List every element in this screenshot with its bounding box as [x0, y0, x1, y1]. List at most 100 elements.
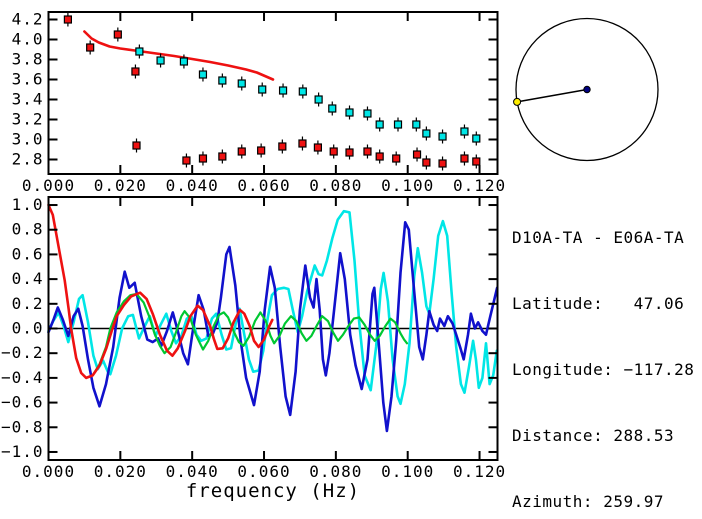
x-tick-label: 0.020	[94, 462, 147, 481]
group-velocity-point[interactable]	[422, 158, 431, 167]
phase-velocity-point[interactable]	[375, 120, 384, 129]
group-velocity-point[interactable]	[218, 152, 227, 161]
plot-frame	[47, 11, 499, 175]
distance-row: Distance: 288.53	[512, 426, 675, 445]
latitude-row: Latitude: 47.06	[512, 294, 685, 313]
group-velocity-point[interactable]	[375, 152, 384, 161]
y-tick-label: −1.0	[1, 442, 44, 461]
y-tick-label: −0.4	[1, 368, 44, 387]
group-velocity-point[interactable]	[257, 146, 266, 155]
phase-velocity-point[interactable]	[422, 129, 431, 138]
dispersion-plot: 0.000 0.020 0.040 0.060 0.080 0.100 0.1202.83.…	[12, 10, 506, 196]
phase-velocity-point[interactable]	[438, 132, 447, 141]
y-tick-label: 3.4	[12, 90, 44, 109]
azimuth-diagram	[513, 17, 659, 162]
group-velocity-point[interactable]	[392, 154, 401, 163]
y-tick-label: 3.6	[12, 70, 44, 89]
y-tick-label: −0.2	[1, 343, 44, 362]
x-tick-label: 0.100	[381, 176, 434, 195]
phase-velocity-point[interactable]	[156, 56, 165, 65]
stack-spectrum-cyan	[47, 209, 499, 406]
x-tick-label: 0.120	[453, 176, 506, 195]
y-tick-label: 0.4	[12, 269, 44, 288]
x-tick-label: 0.040	[166, 462, 219, 481]
group-velocity-points[interactable]	[63, 12, 481, 171]
reference-dispersion-curve	[83, 30, 275, 81]
y-tick-label: 3.0	[12, 130, 44, 149]
y-tick-label: 4.2	[12, 10, 44, 29]
x-tick-label: 0.040	[166, 176, 219, 195]
group-velocity-point[interactable]	[131, 67, 140, 76]
group-velocity-point[interactable]	[86, 43, 95, 52]
x-tick-label: 0.080	[309, 462, 362, 481]
x-axis-title: frequency (Hz)	[186, 480, 360, 502]
y-tick-label: 3.2	[12, 110, 44, 129]
x-tick-label: 0.000	[22, 462, 75, 481]
y-tick-label: 0.2	[12, 294, 44, 313]
phase-velocity-point[interactable]	[298, 87, 307, 96]
group-velocity-point[interactable]	[460, 154, 469, 163]
azimuth-row: Azimuth: 259.97	[512, 492, 664, 511]
station-pair-label: D10A-TA - E06A-TA	[512, 228, 685, 247]
x-tick-label: 0.000	[22, 176, 75, 195]
group-velocity-point[interactable]	[313, 143, 322, 152]
phase-velocity-point[interactable]	[218, 76, 227, 85]
phase-velocity-point[interactable]	[328, 104, 337, 113]
phase-velocity-point[interactable]	[393, 120, 403, 129]
y-tick-label: 2.8	[12, 150, 44, 169]
phase-velocity-point[interactable]	[237, 79, 246, 88]
remote-station-dot	[513, 97, 522, 106]
y-tick-label: −0.6	[1, 393, 44, 412]
longitude-row: Longitude: −117.28	[512, 360, 695, 379]
phase-velocity-point[interactable]	[135, 47, 144, 56]
azimuth-circle	[515, 17, 659, 162]
group-velocity-point[interactable]	[182, 156, 191, 165]
x-tick-label: 0.120	[453, 462, 506, 481]
x-tick-label: 0.020	[94, 176, 147, 195]
group-velocity-point[interactable]	[63, 15, 72, 24]
x-tick-label: 0.100	[381, 462, 434, 481]
group-velocity-point[interactable]	[198, 154, 208, 163]
azimuth-line	[516, 88, 588, 103]
x-tick-label: 0.080	[309, 176, 362, 195]
group-velocity-point[interactable]	[132, 141, 141, 150]
y-tick-label: 3.8	[12, 50, 44, 69]
phase-velocity-point[interactable]	[345, 108, 354, 117]
phase-velocity-point[interactable]	[314, 95, 323, 104]
x-tick-label: 0.060	[237, 462, 290, 481]
group-velocity-point[interactable]	[237, 147, 246, 156]
phase-velocity-point[interactable]	[472, 134, 481, 143]
group-velocity-point[interactable]	[363, 147, 372, 156]
phase-velocity-point[interactable]	[460, 127, 469, 136]
station-info-panel: D10A-TA - E06A-TA Latitude: 47.06 Longit…	[512, 183, 694, 519]
group-velocity-point[interactable]	[345, 148, 354, 157]
fitted-waveform-green	[92, 292, 409, 376]
y-tick-label: 0.0	[12, 319, 44, 338]
reference-waveform-red	[47, 203, 274, 380]
group-velocity-point[interactable]	[472, 157, 481, 166]
x-tick-label: 0.060	[237, 176, 290, 195]
y-tick-label: 1.0	[12, 195, 44, 214]
group-velocity-point[interactable]	[298, 139, 307, 148]
phase-velocity-point[interactable]	[363, 109, 372, 118]
phase-velocity-point[interactable]	[198, 70, 208, 79]
group-velocity-point[interactable]	[278, 142, 287, 151]
y-tick-label: 0.8	[12, 220, 44, 239]
phase-velocity-point[interactable]	[278, 86, 288, 95]
stack-spectrum-blue	[47, 221, 499, 433]
y-tick-label: −0.8	[1, 417, 44, 436]
waveform-plot: 0.000 0.020 0.040 0.060 0.080 0.100 0.120 −1.0 −…	[1, 195, 506, 502]
group-velocity-point[interactable]	[329, 147, 338, 156]
group-velocity-point[interactable]	[438, 159, 447, 168]
group-velocity-point[interactable]	[113, 30, 122, 39]
phase-velocity-point[interactable]	[258, 85, 267, 94]
phase-velocity-point[interactable]	[179, 57, 189, 66]
y-tick-label: 4.0	[12, 30, 44, 49]
y-tick-label: 0.6	[12, 244, 44, 263]
phase-velocity-points[interactable]	[135, 44, 481, 146]
center-station-dot	[583, 85, 591, 94]
group-velocity-point[interactable]	[412, 150, 422, 159]
phase-velocity-point[interactable]	[412, 120, 421, 129]
